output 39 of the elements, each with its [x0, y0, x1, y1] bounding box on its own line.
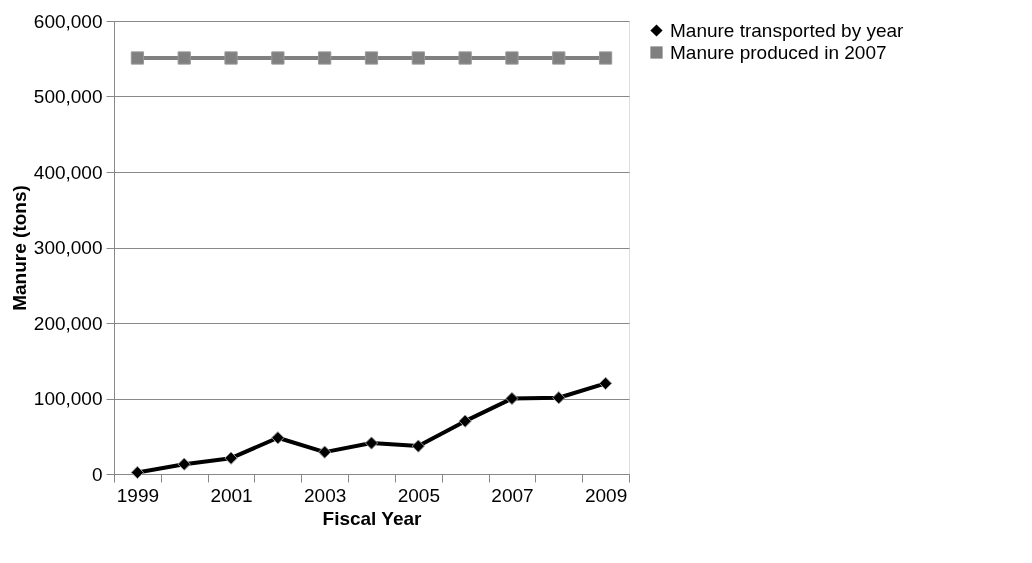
point	[224, 51, 238, 65]
point	[318, 51, 332, 65]
x-tick-label: 2007	[491, 484, 534, 506]
legend-label: Manure transported by year	[670, 19, 905, 41]
point	[458, 51, 472, 65]
point	[224, 451, 238, 465]
y-tick-label: 100,000	[33, 388, 103, 409]
point	[598, 51, 613, 65]
point	[505, 391, 519, 406]
point	[552, 391, 566, 405]
point	[271, 431, 285, 445]
x-tick-label: 2003	[304, 484, 347, 506]
y-tick-label: 600,000	[33, 10, 103, 32]
point	[130, 465, 145, 480]
y-tick-label: 200,000	[33, 312, 103, 334]
point	[458, 414, 472, 428]
point	[177, 51, 191, 65]
y-tick-label: 300,000	[33, 237, 103, 258]
y-tick-label: 0	[91, 463, 103, 485]
point	[177, 457, 191, 471]
point	[318, 445, 332, 459]
point	[364, 51, 379, 65]
point	[271, 51, 285, 65]
x-tick-label: 2001	[210, 484, 253, 506]
y-tick-label: 400,000	[33, 161, 103, 183]
point	[411, 51, 425, 65]
legend-label: Manure produced in 2007	[670, 41, 887, 63]
x-tick-label: 2005	[397, 484, 440, 506]
x-tick-label: 2009	[584, 484, 628, 506]
point	[364, 436, 379, 450]
x-axis-title: Fiscal Year	[322, 507, 423, 529]
x-tick-label: 1999	[116, 484, 160, 506]
point	[130, 51, 145, 65]
point	[598, 376, 613, 391]
point	[552, 51, 566, 65]
point	[505, 51, 519, 65]
point	[411, 439, 425, 453]
y-axis-title: Manure (tons)	[8, 185, 30, 311]
y-tick-label: 500,000	[33, 86, 103, 107]
